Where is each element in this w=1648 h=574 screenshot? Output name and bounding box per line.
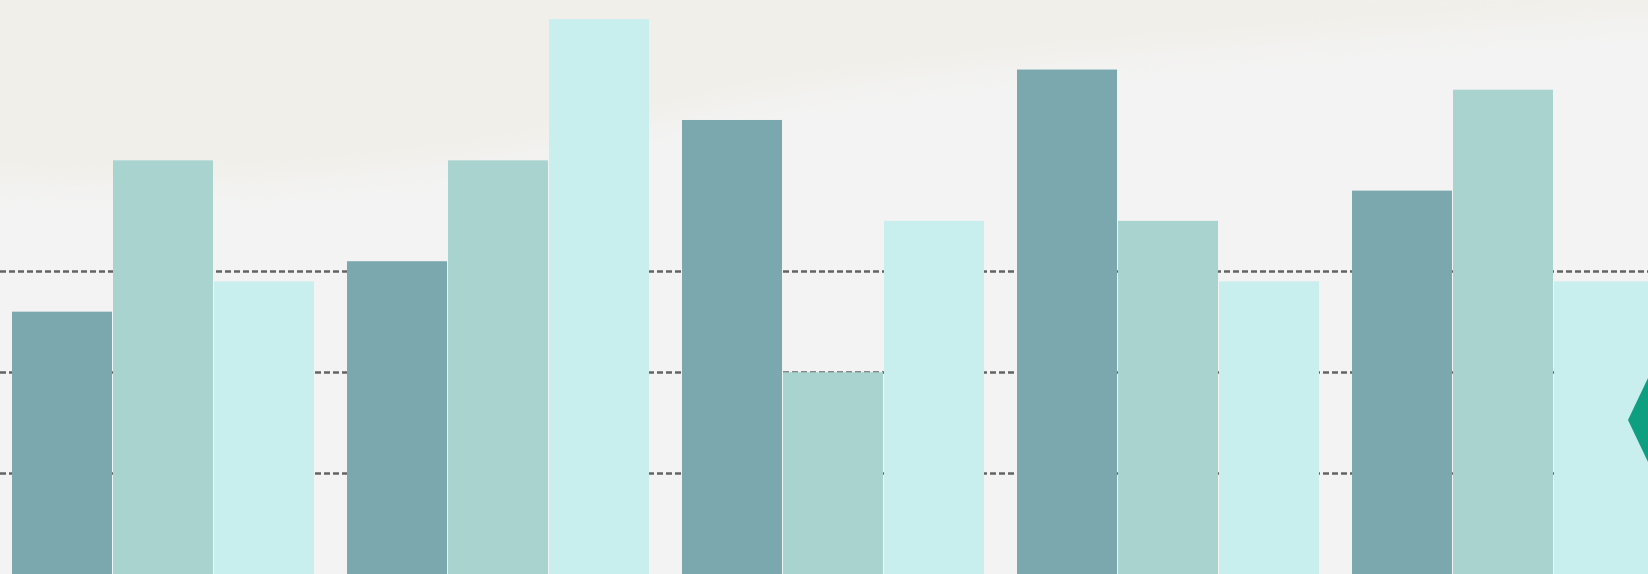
bar xyxy=(1453,90,1553,574)
bar xyxy=(783,372,883,574)
bar xyxy=(884,221,984,574)
bar xyxy=(113,160,213,574)
bar xyxy=(549,19,649,574)
bar xyxy=(214,281,314,574)
bar xyxy=(1118,221,1218,574)
bar xyxy=(1017,70,1117,574)
bar xyxy=(682,120,782,574)
bar xyxy=(448,160,548,574)
bar xyxy=(347,261,447,574)
bar xyxy=(1219,281,1319,574)
bar xyxy=(1352,191,1452,574)
bar xyxy=(12,312,112,574)
